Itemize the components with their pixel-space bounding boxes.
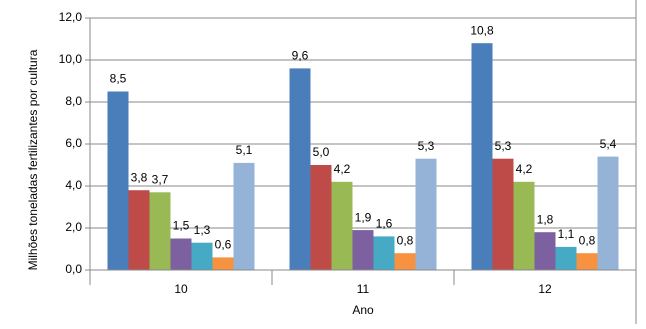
bar (289, 68, 311, 271)
bar (534, 232, 556, 270)
bar (212, 257, 234, 270)
value-label: 1,8 (537, 212, 554, 226)
value-label: 1,6 (376, 217, 393, 231)
value-label: 9,6 (292, 49, 309, 63)
bar (394, 253, 416, 270)
y-tick-label: 12,0 (59, 10, 83, 24)
y-axis-label: Milhões toneladas fertilizantes por cult… (26, 49, 40, 270)
value-label: 4,2 (516, 162, 533, 176)
value-label: 8,5 (110, 72, 127, 86)
x-tick-label: 11 (357, 282, 370, 296)
value-label: 1,1 (558, 227, 575, 241)
bar (352, 230, 374, 270)
value-label: 0,8 (397, 233, 414, 247)
value-label: 5,4 (600, 137, 617, 151)
bar (492, 158, 514, 270)
value-label: 3,7 (152, 172, 169, 186)
value-label: 4,2 (334, 162, 351, 176)
value-label: 5,3 (418, 139, 435, 153)
y-tick-label: 10,0 (59, 52, 83, 66)
bar (128, 190, 150, 270)
value-label: 5,0 (313, 145, 330, 159)
y-tick-label: 6,0 (65, 136, 82, 150)
value-label: 3,8 (131, 170, 148, 184)
y-tick-label: 0,0 (65, 262, 82, 276)
bar (310, 165, 332, 270)
value-label: 5,1 (236, 143, 253, 157)
bar (513, 181, 535, 270)
bar (555, 246, 577, 270)
bar (331, 181, 353, 270)
bar (576, 253, 598, 270)
y-tick-label: 8,0 (65, 94, 82, 108)
y-tick-label: 4,0 (65, 178, 82, 192)
value-label: 10,8 (470, 23, 494, 37)
bar (233, 162, 255, 270)
value-label: 1,5 (173, 219, 190, 233)
value-label: 5,3 (495, 139, 512, 153)
bar (170, 238, 192, 270)
bar (107, 91, 129, 270)
bar (149, 192, 171, 270)
bar (471, 43, 493, 271)
x-tick-label: 12 (538, 282, 552, 296)
bar (415, 158, 437, 270)
x-axis-label: Ano (352, 303, 374, 317)
y-tick-label: 2,0 (65, 220, 82, 234)
value-label: 0,8 (579, 233, 596, 247)
bar (597, 156, 619, 270)
x-tick-label: 10 (174, 282, 188, 296)
value-label: 1,9 (355, 210, 372, 224)
bar (191, 242, 213, 270)
value-label: 0,6 (215, 238, 232, 252)
bar (373, 236, 395, 270)
value-label: 1,3 (194, 223, 211, 237)
